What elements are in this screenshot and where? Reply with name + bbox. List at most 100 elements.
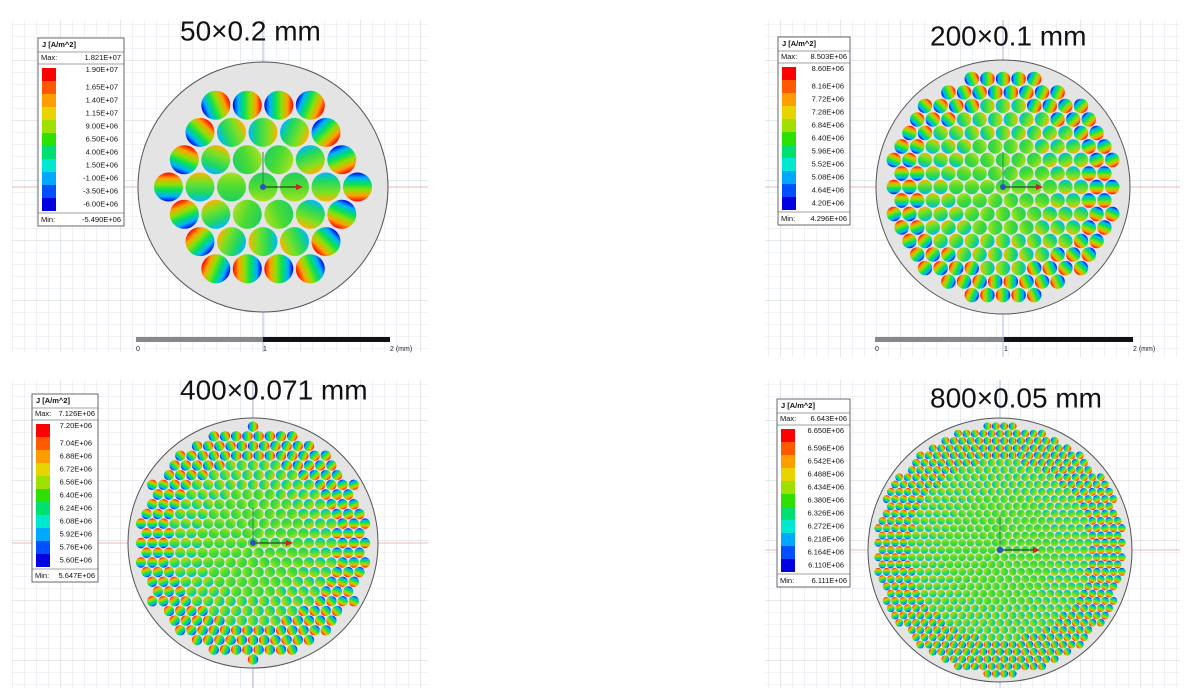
strand (962, 604, 971, 613)
strand (966, 640, 975, 649)
strand (1021, 531, 1030, 540)
strand (1042, 655, 1051, 663)
strand (231, 431, 242, 442)
strand (941, 480, 950, 489)
strand (203, 634, 214, 646)
strand (899, 495, 908, 503)
strand (1063, 546, 1072, 554)
strand (970, 618, 979, 627)
legend-level: 8.16E+06 (812, 81, 844, 90)
strand (991, 451, 1000, 460)
strand (910, 247, 925, 262)
strand (1033, 466, 1042, 474)
strand (1050, 640, 1059, 649)
strand (331, 508, 343, 520)
strand (280, 227, 309, 257)
strand (1012, 473, 1021, 482)
strand (1066, 112, 1081, 127)
strand (292, 479, 303, 490)
legend-level: 1.65E+07 (86, 82, 118, 91)
strand (1038, 560, 1046, 569)
strand (280, 117, 309, 147)
strand (348, 479, 359, 490)
strand (1008, 524, 1017, 533)
strand (1054, 473, 1063, 482)
strand (203, 518, 214, 529)
strand (169, 596, 180, 607)
strand (907, 480, 916, 489)
strand (925, 112, 940, 127)
strand (186, 469, 197, 481)
strand (275, 528, 287, 539)
strand (941, 538, 950, 547)
strand (180, 479, 191, 490)
strand (970, 517, 979, 525)
strand (287, 508, 298, 520)
strand (1012, 517, 1021, 525)
strand (1004, 560, 1013, 569)
strand (1029, 531, 1038, 540)
scale-bar-label: 2 (mm) (1133, 346, 1155, 353)
legend-swatch (781, 559, 795, 572)
strand (937, 517, 946, 525)
strand (1067, 538, 1076, 547)
strand (964, 152, 979, 168)
strand (991, 655, 1000, 663)
strand (186, 489, 197, 500)
strand (1025, 582, 1034, 591)
strand (1008, 553, 1017, 562)
strand (1003, 139, 1018, 154)
strand (933, 179, 948, 195)
strand (331, 528, 343, 539)
strand (949, 233, 964, 249)
strand (1071, 473, 1080, 482)
strand (1050, 480, 1059, 489)
strand (208, 431, 219, 442)
strand (954, 575, 962, 583)
strand (1042, 524, 1051, 533)
strand (337, 557, 348, 568)
strand (907, 582, 916, 591)
strand (1011, 125, 1026, 141)
strand (1075, 451, 1084, 460)
strand (275, 508, 287, 520)
strand (956, 193, 972, 208)
strand (1050, 193, 1065, 208)
strand (987, 444, 996, 453)
strand (983, 567, 992, 576)
strand (933, 597, 941, 605)
strand (894, 193, 909, 208)
strand (186, 528, 197, 539)
strand (315, 499, 326, 510)
strand (988, 247, 1003, 262)
strand (1059, 626, 1067, 634)
strand (1088, 618, 1097, 627)
strand (1003, 274, 1018, 289)
strand (907, 524, 916, 533)
strand (987, 633, 996, 642)
strand (270, 576, 281, 587)
strand (236, 479, 247, 490)
legend-level: 6.164E+06 (808, 547, 845, 556)
strand (1092, 480, 1101, 489)
strand (320, 566, 331, 578)
strand (1081, 166, 1097, 181)
strand (1058, 179, 1073, 195)
strand (941, 220, 956, 235)
strand (920, 546, 929, 554)
legend-level: 6.24E+06 (60, 503, 92, 512)
strand (1097, 139, 1112, 154)
strand (1054, 647, 1063, 656)
strand (1063, 444, 1072, 453)
strand (287, 450, 298, 461)
strand (1050, 166, 1065, 181)
strand (337, 499, 348, 510)
strand (1027, 233, 1042, 249)
strand (1033, 655, 1042, 663)
strand (1101, 611, 1109, 620)
strand (158, 499, 169, 510)
strand (1105, 179, 1120, 195)
strand (895, 589, 904, 598)
scale-bar-label: 0 (136, 346, 140, 353)
strand (1000, 582, 1009, 591)
